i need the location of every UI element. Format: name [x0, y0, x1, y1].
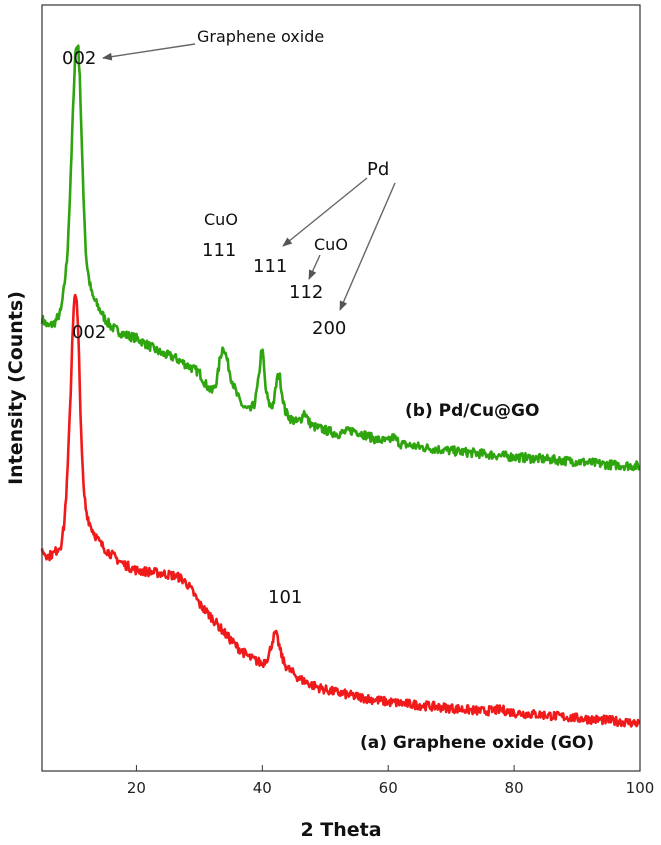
cuo-label-right: CuO [314, 235, 348, 254]
x-axis-title: 2 Theta [300, 819, 381, 841]
x-tick-label: 60 [379, 779, 398, 797]
x-tick-label: 100 [626, 779, 655, 797]
arrow-graphene-oxide [102, 43, 196, 61]
pd-200-label: 200 [312, 318, 346, 339]
x-tick-label: 80 [505, 779, 524, 797]
go-002-label-bottom: 002 [72, 322, 106, 343]
y-axis-title: Intensity (Counts) [5, 291, 27, 485]
arrow-pd-200 [339, 182, 396, 311]
series-line-pd-cu-go [40, 44, 641, 472]
cuo-112-label: 112 [289, 282, 323, 303]
go-002-label-top: 002 [62, 48, 96, 69]
cuo-label-left: CuO [204, 210, 238, 229]
annotation-arrows [102, 43, 396, 311]
pd-111-label: 111 [253, 256, 287, 277]
series-label-pd-cu-go: (b) Pd/Cu@GO [405, 401, 539, 421]
x-tick-label: 20 [127, 779, 146, 797]
series-label-graphene-oxide: (a) Graphene oxide (GO) [360, 733, 594, 753]
graphene-oxide-label: Graphene oxide [197, 27, 324, 46]
x-tick-label: 40 [253, 779, 272, 797]
arrow-cuo-112 [308, 254, 321, 280]
go-101-label: 101 [268, 587, 302, 608]
pd-label: Pd [367, 159, 389, 180]
series-layer [40, 44, 641, 728]
x-axis: 20 40 60 80 100 [127, 765, 654, 797]
cuo-111-label: 111 [202, 240, 236, 261]
arrow-pd-111 [282, 177, 368, 247]
series-line-graphene-oxide [40, 293, 641, 728]
plot-frame [41, 4, 641, 772]
